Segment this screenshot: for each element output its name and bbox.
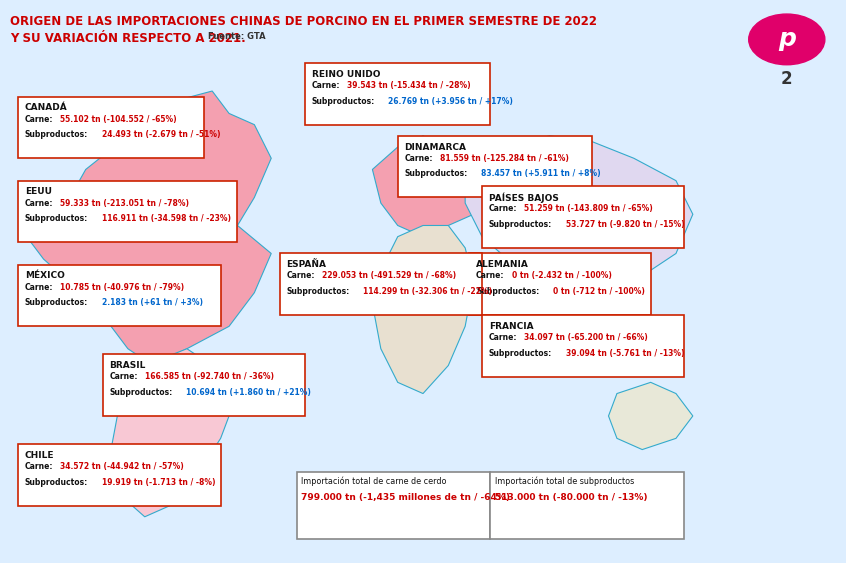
FancyBboxPatch shape [470,253,651,315]
Text: Carne:: Carne: [109,372,138,381]
FancyBboxPatch shape [19,97,204,158]
Text: Subproductos:: Subproductos: [489,348,552,358]
Text: Carne:: Carne: [25,283,53,292]
FancyBboxPatch shape [305,63,491,124]
Text: Subproductos:: Subproductos: [25,477,88,486]
Text: 0 tn (-712 tn / -100%): 0 tn (-712 tn / -100%) [552,287,645,296]
Text: 55.102 tn (-104.552 / -65%): 55.102 tn (-104.552 / -65%) [60,114,177,123]
Text: 39.543 tn (-15.434 tn / -28%): 39.543 tn (-15.434 tn / -28%) [347,81,470,90]
FancyBboxPatch shape [491,472,684,539]
Text: 81.559 tn (-125.284 tn / -61%): 81.559 tn (-125.284 tn / -61%) [440,154,569,163]
Text: 51.259 tn (-143.809 tn / -65%): 51.259 tn (-143.809 tn / -65%) [525,204,653,213]
Text: p: p [777,28,796,51]
Text: Carne:: Carne: [476,271,504,280]
Polygon shape [372,225,474,394]
Text: FRANCIA: FRANCIA [489,322,533,331]
Text: 2: 2 [781,70,793,88]
Text: 24.493 tn (-2.679 tn / -51%): 24.493 tn (-2.679 tn / -51%) [102,130,220,139]
Text: 19.919 tn (-1.713 tn / -8%): 19.919 tn (-1.713 tn / -8%) [102,477,215,486]
Polygon shape [608,382,693,450]
FancyBboxPatch shape [19,181,238,242]
Polygon shape [27,91,272,365]
Text: 513.000 tn (-80.000 tn / -13%): 513.000 tn (-80.000 tn / -13%) [495,493,647,502]
Text: CANADÁ: CANADÁ [25,104,68,113]
Text: Subproductos:: Subproductos: [311,97,375,106]
Text: Fuente: GTA: Fuente: GTA [208,32,266,41]
Text: ESPAÑA: ESPAÑA [287,260,327,269]
Text: Importación total de subproductos: Importación total de subproductos [495,476,634,486]
Text: Subproductos:: Subproductos: [25,298,88,307]
Text: Subproductos:: Subproductos: [25,130,88,139]
Text: 799.000 tn (-1,435 millones de tn / -64%): 799.000 tn (-1,435 millones de tn / -64%… [300,493,510,502]
Text: 166.585 tn (-92.740 tn / -36%): 166.585 tn (-92.740 tn / -36%) [145,372,274,381]
FancyBboxPatch shape [398,136,591,198]
Text: Carne:: Carne: [287,271,315,280]
FancyBboxPatch shape [280,253,482,315]
Text: CHILE: CHILE [25,451,54,459]
Circle shape [749,14,825,65]
Text: Subproductos:: Subproductos: [404,169,468,178]
Text: 39.094 tn (-5.761 tn / -13%): 39.094 tn (-5.761 tn / -13%) [565,348,684,358]
Text: Subproductos:: Subproductos: [489,220,552,229]
Text: Carne:: Carne: [489,204,517,213]
FancyBboxPatch shape [19,265,221,327]
Text: Carne:: Carne: [25,199,53,208]
Text: 0 tn (-2.432 tn / -100%): 0 tn (-2.432 tn / -100%) [512,271,612,280]
Text: Y SU VARIACIÓN RESPECTO A 2021.: Y SU VARIACIÓN RESPECTO A 2021. [10,32,254,45]
Polygon shape [111,348,238,517]
Text: Importación total de carne de cerdo: Importación total de carne de cerdo [300,476,446,486]
Text: 116.911 tn (-34.598 tn / -23%): 116.911 tn (-34.598 tn / -23%) [102,215,231,224]
Text: Subproductos:: Subproductos: [25,215,88,224]
Text: EEUU: EEUU [25,187,52,196]
Text: 10.694 tn (+1.860 tn / +21%): 10.694 tn (+1.860 tn / +21%) [186,388,311,397]
Text: 229.053 tn (-491.529 tn / -68%): 229.053 tn (-491.529 tn / -68%) [321,271,456,280]
FancyBboxPatch shape [102,354,305,416]
Text: ORIGEN DE LAS IMPORTACIONES CHINAS DE PORCINO EN EL PRIMER SEMESTRE DE 2022: ORIGEN DE LAS IMPORTACIONES CHINAS DE PO… [10,15,596,28]
Text: DINAMARCA: DINAMARCA [404,142,466,151]
Text: Subproductos:: Subproductos: [476,287,540,296]
FancyBboxPatch shape [482,186,684,248]
Text: Subproductos:: Subproductos: [287,287,349,296]
Text: ALEMANIA: ALEMANIA [476,260,529,269]
Text: 10.785 tn (-40.976 tn / -79%): 10.785 tn (-40.976 tn / -79%) [60,283,184,292]
Text: Carne:: Carne: [25,462,53,471]
Text: 26.769 tn (+3.956 tn / +17%): 26.769 tn (+3.956 tn / +17%) [388,97,514,106]
Text: 114.299 tn (-32.306 tn / -22%): 114.299 tn (-32.306 tn / -22%) [363,287,492,296]
Text: 53.727 tn (-9.820 tn / -15%): 53.727 tn (-9.820 tn / -15%) [565,220,684,229]
Polygon shape [465,136,693,293]
Text: Carne:: Carne: [404,154,433,163]
Text: MÉXICO: MÉXICO [25,271,65,280]
Text: 83.457 tn (+5.911 tn / +8%): 83.457 tn (+5.911 tn / +8%) [481,169,601,178]
FancyBboxPatch shape [296,472,491,539]
Text: 34.572 tn (-44.942 tn / -57%): 34.572 tn (-44.942 tn / -57%) [60,462,184,471]
Text: Carne:: Carne: [25,114,53,123]
Text: PAÍSES BAJOS: PAÍSES BAJOS [489,193,558,203]
Text: Carne:: Carne: [311,81,340,90]
Text: 2.183 tn (+61 tn / +3%): 2.183 tn (+61 tn / +3%) [102,298,203,307]
Text: REINO UNIDO: REINO UNIDO [311,70,380,79]
Text: BRASIL: BRASIL [109,361,146,370]
Polygon shape [372,136,482,236]
Text: Carne:: Carne: [489,333,517,342]
Text: 59.333 tn (-213.051 tn / -78%): 59.333 tn (-213.051 tn / -78%) [60,199,190,208]
Text: 34.097 tn (-65.200 tn / -66%): 34.097 tn (-65.200 tn / -66%) [525,333,648,342]
FancyBboxPatch shape [19,444,221,506]
FancyBboxPatch shape [482,315,684,377]
Text: Subproductos:: Subproductos: [109,388,173,397]
